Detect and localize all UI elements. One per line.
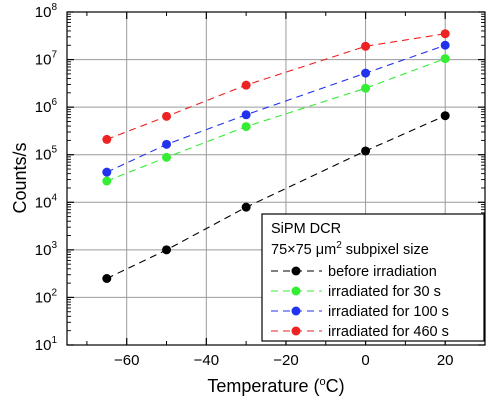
y-tick-label: 108 [35, 2, 58, 21]
legend-marker [291, 306, 301, 316]
x-tick-label: 0 [361, 352, 369, 369]
x-axis-title: Temperature (oC) [207, 376, 344, 396]
data-point [440, 40, 450, 50]
legend-title: SiPM DCR [271, 221, 341, 237]
data-point [162, 139, 172, 149]
y-tick-label: 101 [35, 335, 58, 354]
x-tick-label: −40 [194, 352, 219, 369]
data-point [440, 29, 450, 39]
data-point [361, 146, 371, 156]
data-point [241, 80, 251, 90]
data-point [241, 110, 251, 120]
y-tick-label: 106 [35, 97, 58, 116]
data-point [361, 83, 371, 93]
data-point [162, 152, 172, 162]
y-tick-label: 105 [35, 145, 58, 164]
data-point [102, 176, 112, 186]
data-point [440, 54, 450, 64]
legend-subtitle: 75×75 μm2 subpixel size [271, 240, 429, 258]
legend-label: irradiated for 30 s [328, 284, 441, 300]
x-tick-label: −20 [273, 352, 298, 369]
data-point [440, 111, 450, 121]
legend-label: irradiated for 460 s [328, 324, 449, 340]
legend-label: before irradiation [328, 264, 437, 280]
y-tick-label: 104 [35, 192, 58, 211]
legend-marker [291, 266, 301, 276]
legend-marker [291, 326, 301, 336]
y-tick-label: 107 [35, 50, 58, 69]
series-line [106, 44, 446, 173]
x-tick-label: 20 [437, 352, 454, 369]
y-tick-label: 103 [35, 240, 58, 259]
plot-frame [66, 11, 486, 346]
data-point [162, 111, 172, 121]
series-line [106, 33, 446, 140]
data-point [102, 167, 112, 177]
legend-entries: before irradiation irradiated for 30 s irr… [271, 264, 449, 340]
data-point [102, 273, 112, 283]
data-point [361, 68, 371, 78]
data-point [102, 134, 112, 144]
y-axis-title: Counts/s [10, 142, 30, 213]
legend-label: irradiated for 100 s [328, 304, 449, 320]
legend-box [261, 213, 485, 342]
series-layer [102, 29, 450, 283]
legend: SiPM DCR 75×75 μm2 subpixel size before … [261, 213, 485, 342]
y-tick-label: 102 [35, 287, 58, 306]
data-point [241, 202, 251, 212]
x-tick-label: −60 [114, 352, 139, 369]
data-point [361, 41, 371, 51]
data-point [162, 245, 172, 255]
legend-marker [291, 286, 301, 296]
data-point [241, 122, 251, 132]
x-tick-labels: −60 −40 −20 0 20 [114, 352, 454, 369]
y-tick-labels: 101 102 103 104 105 106 107 108 [35, 2, 58, 354]
